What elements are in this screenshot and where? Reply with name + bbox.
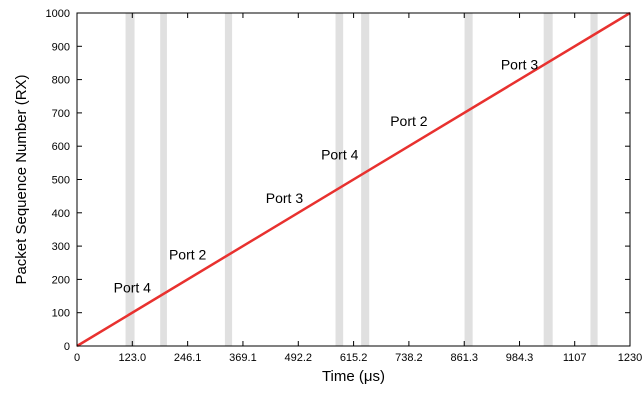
series-line-0	[76, 11, 631, 348]
y-tick-label: 500	[52, 175, 70, 187]
x-tick-label: 984.3	[506, 352, 534, 364]
shaded-band-7	[590, 13, 598, 346]
port-annotation: Port 3	[501, 57, 539, 73]
shaded-band-5	[464, 13, 473, 346]
y-axis-label: Packet Sequence Number (RX)	[13, 74, 30, 284]
x-tick-label: 1107	[563, 352, 587, 364]
shaded-band-2	[224, 13, 233, 346]
port-annotation: Port 4	[114, 280, 152, 296]
x-tick-label: 615.2	[340, 352, 368, 364]
shaded-band-1	[160, 13, 167, 346]
shaded-bands	[125, 13, 598, 346]
x-tick-label: 369.1	[229, 352, 257, 364]
series-lines	[76, 11, 631, 348]
y-axis: 0 100 200 300 400 500 600 700 800 900 1000	[46, 8, 630, 353]
y-tick-label: 0	[64, 341, 70, 353]
y-tick-label: 800	[52, 75, 70, 87]
y-tick-label: 700	[52, 108, 70, 120]
y-tick-label: 400	[52, 208, 70, 220]
annotations: Port 4 Port 2 Port 3 Port 4 Port 2 Port 3	[114, 57, 539, 296]
shaded-band-6	[543, 13, 553, 346]
shaded-band-0	[125, 13, 135, 346]
port-annotation: Port 3	[266, 190, 304, 206]
port-annotation: Port 2	[390, 113, 428, 129]
y-tick-label: 100	[52, 308, 70, 320]
shaded-band-3	[335, 13, 344, 346]
x-axis-label: Time (μs)	[322, 368, 385, 385]
y-tick-label: 900	[52, 41, 70, 53]
x-tick-label: 246.1	[174, 352, 202, 364]
x-tick-label: 123.0	[119, 352, 147, 364]
x-axis: 0 123.0 246.1 369.1 492.2 615.2 738.2 861.3 984.…	[74, 13, 642, 364]
port-annotation: Port 2	[169, 246, 207, 262]
x-tick-label: 492.2	[285, 352, 313, 364]
port-annotation: Port 4	[321, 147, 359, 163]
x-tick-label: 738.2	[395, 352, 423, 364]
x-tick-label: 861.3	[450, 352, 478, 364]
y-tick-label: 200	[52, 274, 70, 286]
x-tick-label: 1230	[618, 352, 642, 364]
y-tick-label: 300	[52, 241, 70, 253]
x-tick-label: 0	[74, 352, 80, 364]
y-tick-label: 600	[52, 141, 70, 153]
shaded-band-4	[361, 13, 370, 346]
y-tick-label: 1000	[46, 8, 70, 20]
